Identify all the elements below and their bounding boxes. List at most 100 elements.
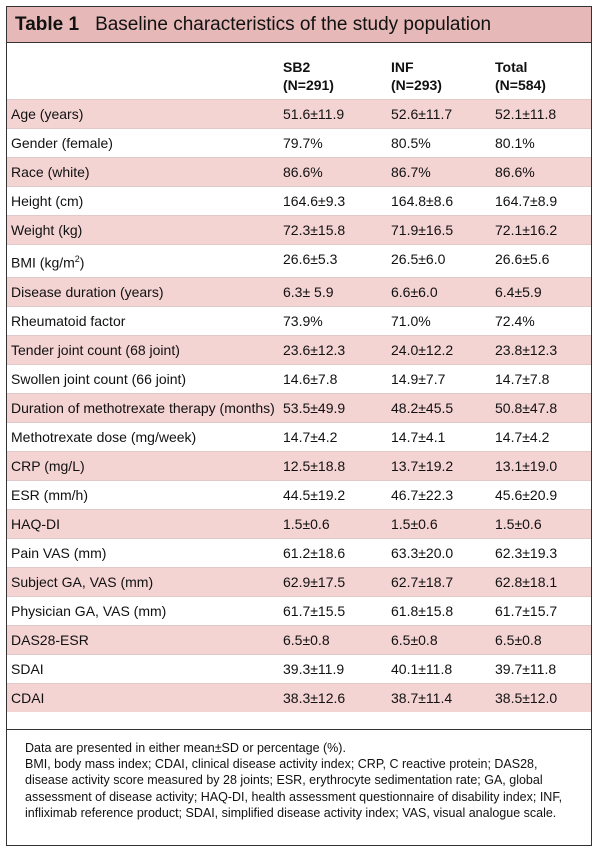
row-label-text: Pain VAS (mm) bbox=[11, 544, 107, 561]
cell-value: 13.1±19.0 bbox=[491, 450, 591, 481]
cell-value: 14.7±4.2 bbox=[279, 421, 387, 452]
row-label-text: BMI (kg/m bbox=[11, 254, 75, 271]
cell-value: 86.7% bbox=[387, 157, 491, 187]
row-label-text: Height (cm) bbox=[11, 193, 84, 209]
column-header-total: Total (N=584) bbox=[491, 43, 591, 100]
cell-value: 38.7±11.4 bbox=[387, 682, 491, 712]
table-header-row: SB2 (N=291) INF (N=293) Total (N=584) bbox=[7, 43, 591, 100]
row-label: Weight (kg) bbox=[7, 215, 279, 245]
cell-value: 80.5% bbox=[387, 128, 491, 158]
row-label: Rheumatoid factor bbox=[7, 305, 279, 336]
cell-value: 6.5±0.8 bbox=[387, 624, 491, 655]
row-label-text: CRP (mg/L) bbox=[11, 457, 85, 474]
cell-value: 12.5±18.8 bbox=[279, 450, 387, 481]
table-row: Methotrexate dose (mg/week) 14.7±4.2 14.7±… bbox=[7, 421, 591, 452]
table-label: Table 1 bbox=[15, 13, 80, 35]
cell-value: 23.8±12.3 bbox=[491, 334, 591, 365]
row-label: CDAI bbox=[7, 682, 279, 712]
cell-value: 6.4±5.9 bbox=[491, 276, 591, 307]
row-label-text: Methotrexate dose (mg/week) bbox=[11, 428, 197, 445]
cell-value: 26.6±5.6 bbox=[491, 244, 591, 278]
cell-value: 46.7±22.3 bbox=[387, 479, 491, 510]
cell-value: 63.3±20.0 bbox=[387, 537, 491, 568]
cell-value: 1.5±0.6 bbox=[491, 508, 591, 539]
table-row: DAS28-ESR 6.5±0.8 6.5±0.8 6.5±0.8 bbox=[7, 624, 591, 655]
footnote-line: Data are presented in either mean±SD or … bbox=[25, 741, 346, 755]
cell-value: 6.5±0.8 bbox=[491, 624, 591, 655]
row-label: DAS28-ESR bbox=[7, 624, 279, 655]
row-label: Physician GA, VAS (mm) bbox=[7, 595, 279, 626]
row-label-text: SDAI bbox=[11, 660, 44, 677]
cell-value: 164.7±8.9 bbox=[491, 186, 591, 216]
cell-value: 39.7±11.8 bbox=[491, 653, 591, 684]
cell-value: 39.3±11.9 bbox=[279, 653, 387, 684]
cell-value: 86.6% bbox=[279, 157, 387, 187]
baseline-table: SB2 (N=291) INF (N=293) Total (N=584) Ag… bbox=[7, 43, 591, 712]
cell-value: 14.7±7.8 bbox=[491, 363, 591, 394]
cell-value: 79.7% bbox=[279, 128, 387, 158]
column-n: (N=293) bbox=[391, 77, 442, 93]
row-label: Pain VAS (mm) bbox=[7, 537, 279, 568]
cell-value: 164.6±9.3 bbox=[279, 186, 387, 216]
table-title-bar: Table 1 Baseline characteristics of the … bbox=[7, 7, 591, 43]
cell-value: 86.6% bbox=[491, 157, 591, 187]
row-label-text: Race (white) bbox=[11, 164, 90, 180]
cell-value: 80.1% bbox=[491, 128, 591, 158]
table-frame: Table 1 Baseline characteristics of the … bbox=[6, 6, 592, 846]
row-label-suffix: ) bbox=[79, 254, 85, 271]
column-header-inf: INF (N=293) bbox=[387, 43, 491, 100]
column-name: Total bbox=[495, 59, 528, 75]
cell-value: 24.0±12.2 bbox=[387, 334, 491, 365]
table-row: Swollen joint count (66 joint) 14.6±7.8 14… bbox=[7, 363, 591, 394]
cell-value: 38.3±12.6 bbox=[279, 682, 387, 712]
row-label-text: Weight (kg) bbox=[11, 222, 83, 238]
cell-value: 50.8±47.8 bbox=[491, 392, 591, 423]
cell-value: 40.1±11.8 bbox=[387, 653, 491, 684]
table-row: Disease duration (years) 6.3± 5.9 6.6±6.0 6… bbox=[7, 276, 591, 307]
row-label-text: Duration of methotrexate therapy (months… bbox=[11, 399, 275, 416]
table-row: Weight (kg) 72.3±15.8 71.9±16.5 72.1±16.2 bbox=[7, 215, 591, 245]
table-row: HAQ-DI 1.5±0.6 1.5±0.6 1.5±0.6 bbox=[7, 508, 591, 539]
row-label: ESR (mm/h) bbox=[7, 479, 279, 510]
row-label: Tender joint count (68 joint) bbox=[7, 334, 279, 365]
table-row: SDAI 39.3±11.9 40.1±11.8 39.7±11.8 bbox=[7, 653, 591, 684]
cell-value: 45.6±20.9 bbox=[491, 479, 591, 510]
row-label-text: Gender (female) bbox=[11, 135, 113, 151]
cell-value: 1.5±0.6 bbox=[387, 508, 491, 539]
cell-value: 14.6±7.8 bbox=[279, 363, 387, 394]
table-row: CRP (mg/L) 12.5±18.8 13.7±19.2 13.1±19.0 bbox=[7, 450, 591, 481]
column-n: (N=291) bbox=[283, 77, 334, 93]
row-label-text: DAS28-ESR bbox=[11, 631, 89, 648]
row-label-text: Subject GA, VAS (mm) bbox=[11, 573, 154, 590]
row-label: Age (years) bbox=[7, 99, 279, 129]
row-label: Swollen joint count (66 joint) bbox=[7, 363, 279, 394]
table-row: Height (cm) 164.6±9.3 164.8±8.6 164.7±8.9 bbox=[7, 186, 591, 216]
cell-value: 62.3±19.3 bbox=[491, 537, 591, 568]
cell-value: 14.7±4.2 bbox=[491, 421, 591, 452]
row-label: Race (white) bbox=[7, 157, 279, 187]
table-footnote: Data are presented in either mean±SD or … bbox=[25, 738, 580, 821]
cell-value: 1.5±0.6 bbox=[279, 508, 387, 539]
row-label: Disease duration (years) bbox=[7, 276, 279, 307]
cell-value: 61.8±15.8 bbox=[387, 595, 491, 626]
row-label: CRP (mg/L) bbox=[7, 450, 279, 481]
cell-value: 72.3±15.8 bbox=[279, 215, 387, 245]
table-row: Pain VAS (mm) 61.2±18.6 63.3±20.0 62.3±19.3 bbox=[7, 537, 591, 568]
cell-value: 51.6±11.9 bbox=[279, 99, 387, 129]
table-row: Rheumatoid factor 73.9% 71.0% 72.4% bbox=[7, 305, 591, 336]
row-label-text: Tender joint count (68 joint) bbox=[11, 341, 180, 358]
cell-value: 26.6±5.3 bbox=[279, 244, 387, 278]
cell-value: 62.7±18.7 bbox=[387, 566, 491, 597]
row-label: SDAI bbox=[7, 653, 279, 684]
row-label: Duration of methotrexate therapy (months… bbox=[7, 392, 279, 423]
cell-value: 38.5±12.0 bbox=[491, 682, 591, 712]
row-label-text: Rheumatoid factor bbox=[11, 312, 126, 329]
row-label-text: HAQ-DI bbox=[11, 515, 60, 532]
column-name: SB2 bbox=[283, 59, 311, 75]
cell-value: 52.6±11.7 bbox=[387, 99, 491, 129]
row-label: BMI (kg/m2) bbox=[7, 244, 279, 278]
table-row: Age (years) 51.6±11.9 52.6±11.7 52.1±11.8 bbox=[7, 99, 591, 129]
row-label-text: Age (years) bbox=[11, 106, 84, 122]
row-label-text: Physician GA, VAS (mm) bbox=[11, 602, 167, 619]
table-row: Tender joint count (68 joint) 23.6±12.3 24… bbox=[7, 334, 591, 365]
